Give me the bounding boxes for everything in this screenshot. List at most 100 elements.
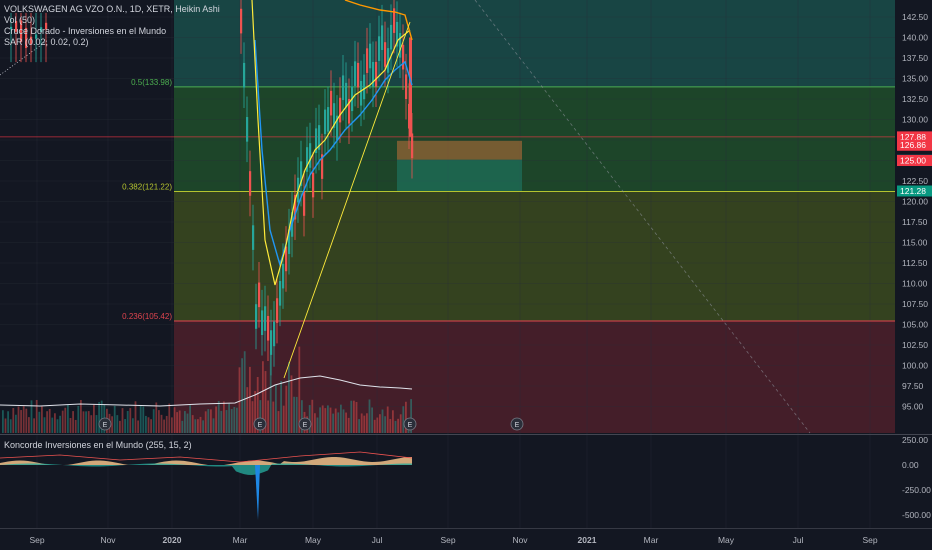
volume-bar [308,405,311,433]
volume-bar [189,405,191,433]
candle-body [378,36,381,61]
candle-body [324,109,327,135]
volume-bar [212,418,215,433]
price-tick-label: 95.00 [902,402,924,412]
candle-body [411,133,414,159]
volume-bar [142,406,145,433]
volume-bar [93,404,95,433]
volume-indicator-label[interactable]: Vol (50) [4,15,36,25]
fib-level-label: 0.236(105.42) [122,312,172,321]
volume-bar [298,346,301,433]
volume-bar [43,417,46,433]
sar-indicator-label[interactable]: SAR (0.02, 0.02, 0.2) [4,37,89,47]
volume-bar [329,407,332,433]
volume-bar [350,400,353,433]
volume-bar [80,399,82,433]
candle-body [264,306,267,331]
earnings-marker: E [98,417,112,431]
volume-bar [116,415,119,433]
earnings-letter: E [258,422,263,429]
volume-bar [139,405,142,433]
candle-body [276,298,279,323]
price-tag-box [897,131,932,143]
volume-bar [95,415,98,433]
volume-bar [394,420,397,433]
candle-body [330,90,333,116]
volume-bar [371,407,373,433]
last-candle-body [409,37,412,137]
volume-bar [262,361,264,433]
volume-bar [46,411,48,433]
volume-bar [98,402,100,433]
volume-bar [67,404,69,433]
candle-body [312,172,315,198]
candle-body [279,281,282,306]
volume-bar [124,419,126,433]
earnings-letter: E [103,422,108,429]
earnings-circle [298,417,312,431]
candle-body [360,80,363,106]
volume-bar [25,408,28,433]
volume-bar [51,417,54,433]
candle-body [333,103,336,128]
volume-bar [238,367,241,433]
price-axis: 142.50 140.00 137.50 135.00 132.50 130.00 127.… [902,12,928,412]
volume-bar [152,409,155,433]
time-axis-label: Nov [100,535,116,545]
volume-bar [158,410,160,433]
volume-bar [236,407,238,433]
volume-bar [22,406,25,433]
koncorde-indicator-title[interactable]: Koncorde Inversiones en el Mundo (255, 1… [4,440,192,450]
price-tick-label: 105.00 [902,320,928,330]
symbol-title[interactable]: VOLKSWAGEN AG VZO O.N., 1D, XETR, Heikin… [4,4,220,14]
candle-body [354,61,357,86]
earnings-marker: E [510,417,524,431]
indicator-tick-label: -500.00 [902,510,931,520]
price-tag-text: 121.28 [900,186,926,196]
volume-bar [199,416,202,433]
dashed-trend-line [474,0,811,434]
candle-body [303,191,306,216]
volume-bar [316,417,319,433]
candle-body [393,8,396,33]
candle-body [345,82,348,108]
time-axis-label: Mar [233,535,248,545]
volume-bar [217,401,220,433]
candle-body [35,34,38,39]
volume-bar [402,406,405,433]
volume-bar [132,418,134,433]
volume-bar [64,407,67,433]
candle-body [396,21,399,47]
candle-body [25,27,28,49]
volume-bar [392,410,394,433]
volume-bar [184,411,186,433]
price-tick-label: 120.00 [902,197,928,207]
earnings-circle [510,417,524,431]
volume-bar [301,400,303,433]
golden-cross-indicator-label[interactable]: Cruce Dorado - Inversiones en el Mundo [4,26,167,36]
trend-line-yellow [283,21,411,379]
volume-bar [145,415,147,433]
volume-bar [241,358,243,433]
candle-body [387,48,390,73]
candle-body [315,128,318,153]
earnings-circle [98,417,112,431]
volume-bar [269,350,272,433]
price-tick-label: 102.50 [902,340,928,350]
volume-bar [59,415,61,433]
time-axis-label: Nov [512,535,528,545]
candle-body [321,154,324,179]
volume-bar [259,400,262,433]
price-tick-label: 132.50 [902,94,928,104]
candle-body [45,22,48,30]
volume-bar [345,412,347,433]
price-tag: 127.88 [897,131,932,143]
earnings-marker: E [298,417,312,431]
candle-body [357,62,360,88]
price-tick-label: 100.00 [902,361,928,371]
candle-body [339,97,342,123]
volume-bar [2,410,4,433]
candle-body [318,125,321,150]
